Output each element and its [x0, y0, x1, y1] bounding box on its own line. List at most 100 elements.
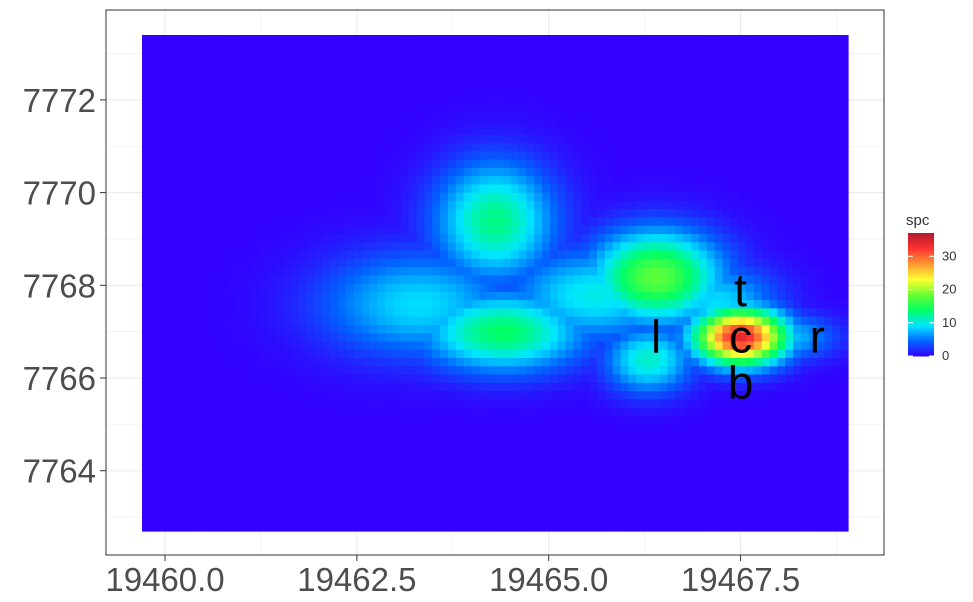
heat-cell	[793, 464, 802, 474]
heat-cell	[189, 506, 198, 516]
heat-cell	[730, 92, 739, 102]
heat-cell	[432, 291, 441, 301]
heat-cell	[259, 183, 269, 193]
heat-cell	[267, 84, 276, 94]
heat-cell	[644, 456, 653, 466]
heat-cell	[824, 299, 833, 309]
heat-cell	[698, 175, 708, 185]
heat-cell	[573, 241, 582, 251]
heat-cell	[416, 473, 425, 482]
heat-cell	[400, 167, 410, 177]
heat-cell	[549, 101, 559, 110]
heat-cell	[800, 150, 810, 160]
heat-cell	[730, 208, 739, 218]
heat-cell	[173, 241, 182, 251]
heat-cell	[800, 134, 810, 144]
heat-cell	[683, 497, 692, 507]
heat-cell	[447, 373, 457, 383]
heat-cell	[542, 192, 551, 201]
heat-cell	[228, 175, 237, 185]
heat-cell	[557, 200, 567, 210]
heat-cell	[408, 200, 418, 210]
heat-cell	[808, 332, 818, 342]
heat-cell	[393, 473, 402, 482]
heat-cell	[777, 506, 786, 516]
heat-cell	[369, 456, 378, 466]
heat-cell	[596, 76, 606, 86]
heat-cell	[416, 506, 425, 516]
heat-cell	[447, 249, 457, 259]
heat-cell	[589, 183, 598, 193]
heat-cell	[361, 200, 371, 210]
heat-cell	[675, 192, 684, 201]
heat-cell	[181, 456, 190, 466]
heat-cell	[424, 440, 433, 449]
heat-cell	[440, 258, 449, 268]
heat-cell	[424, 365, 433, 375]
heat-cell	[698, 167, 708, 177]
heat-cell	[471, 324, 480, 334]
heat-cell	[220, 473, 229, 482]
heat-cell	[220, 407, 229, 416]
heat-cell	[604, 398, 614, 408]
heat-cell	[479, 415, 488, 425]
heat-cell	[612, 407, 622, 416]
heat-cell	[338, 84, 347, 94]
heat-cell	[573, 274, 582, 284]
heat-cell	[369, 117, 378, 127]
heat-cell	[393, 274, 402, 284]
heat-cell	[251, 423, 261, 433]
heat-cell	[691, 349, 700, 358]
heat-cell	[714, 167, 724, 177]
heat-cell	[330, 101, 339, 110]
heat-cell	[746, 125, 755, 135]
heat-cell	[644, 473, 653, 482]
heat-cell	[628, 208, 637, 218]
heat-cell	[620, 390, 629, 400]
heat-cell	[667, 142, 677, 152]
heat-cell	[463, 125, 473, 135]
heat-cell	[596, 506, 606, 516]
heat-cell	[142, 134, 151, 144]
heat-cell	[196, 159, 206, 168]
heat-cell	[212, 481, 222, 491]
heat-cell	[432, 506, 441, 516]
heat-cell	[487, 159, 496, 168]
heat-cell	[455, 440, 465, 449]
heat-cell	[753, 448, 763, 458]
heat-cell	[165, 125, 174, 135]
heat-cell	[824, 448, 833, 458]
heat-cell	[424, 241, 433, 251]
heat-cell	[612, 390, 622, 400]
heat-cell	[542, 233, 551, 243]
heat-cell	[432, 167, 441, 177]
heat-cell	[667, 233, 677, 243]
heat-cell	[149, 506, 159, 516]
heat-cell	[738, 365, 747, 375]
heat-cell	[220, 200, 229, 210]
heat-cell	[840, 373, 849, 383]
heat-cell	[361, 456, 371, 466]
heat-cell	[840, 216, 849, 226]
heat-cell	[424, 522, 433, 532]
heat-cell	[416, 415, 425, 425]
heat-cell	[400, 365, 410, 375]
heat-cell	[181, 340, 190, 350]
heat-cell	[730, 506, 739, 516]
heat-cell	[746, 373, 755, 383]
heat-cell	[463, 340, 473, 350]
heat-cell	[228, 340, 237, 350]
heat-cell	[306, 423, 316, 433]
heat-cell	[377, 365, 386, 375]
heat-cell	[463, 175, 473, 185]
heat-cell	[510, 415, 520, 425]
heat-cell	[189, 241, 198, 251]
heat-cell	[275, 299, 284, 309]
heat-cell	[243, 506, 253, 516]
heat-cell	[471, 481, 480, 491]
heat-cell	[447, 456, 457, 466]
heat-cell	[753, 183, 763, 193]
heat-cell	[746, 283, 755, 292]
heat-cell	[628, 150, 637, 160]
heat-cell	[487, 489, 496, 499]
